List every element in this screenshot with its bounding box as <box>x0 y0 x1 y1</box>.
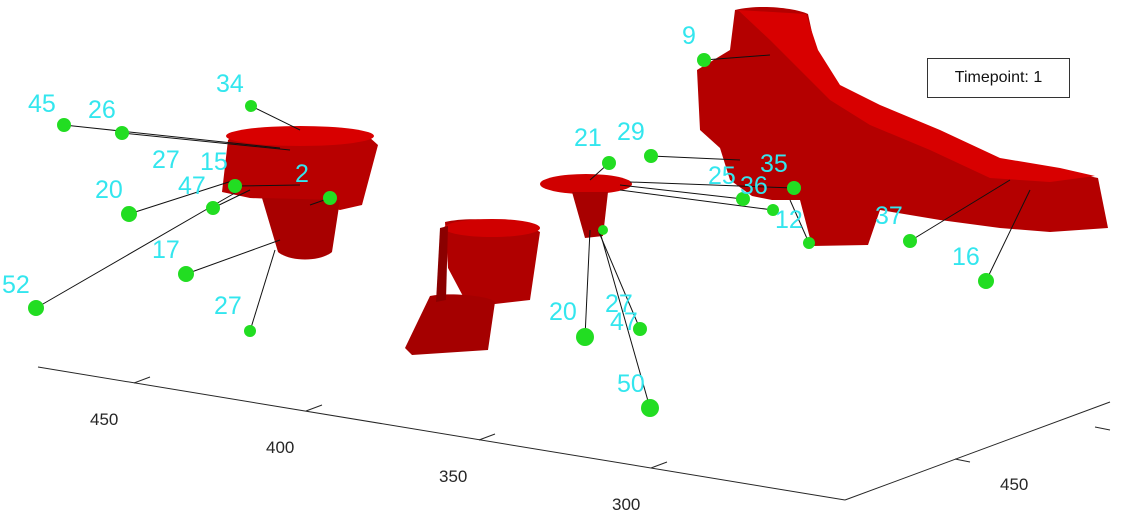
marker-dot <box>228 179 242 193</box>
marker-dot <box>641 399 659 417</box>
marker-dot <box>57 118 71 132</box>
marker-dot <box>736 192 750 206</box>
tick-mark <box>1094 426 1111 431</box>
surface-right-top <box>738 10 1095 182</box>
surface-mid-left-lower <box>405 294 495 355</box>
surface-left-upper <box>222 128 378 210</box>
marker-dot <box>767 204 779 216</box>
marker-label: 45 <box>28 90 56 118</box>
marker-dot <box>245 100 257 112</box>
marker-dot <box>28 300 44 316</box>
surface-mid-left-upper <box>445 219 540 304</box>
marker-label: 20 <box>549 298 577 326</box>
marker-label: 26 <box>88 96 116 124</box>
tick-label: 450 <box>90 410 118 429</box>
marker-dot <box>576 328 594 346</box>
marker-label: 34 <box>216 70 244 98</box>
timepoint-value: 1 <box>1033 69 1043 86</box>
tick-label: 350 <box>439 467 467 486</box>
marker-dot <box>115 126 129 140</box>
tick-mark <box>954 458 971 463</box>
marker-label: 27 <box>605 290 633 318</box>
tick-labels: 450 400 350 300 450 <box>90 410 1028 514</box>
surface-mid-funnel <box>572 192 608 238</box>
right-axis-line <box>844 401 1111 501</box>
marker-label: 35 <box>760 150 788 178</box>
marker-label: 21 <box>574 124 602 152</box>
surface-mid-left-top <box>444 219 540 237</box>
axes <box>37 366 1111 501</box>
marker-labels: 45 26 34 27 15 47 20 2 17 52 27 21 29 20… <box>2 22 980 398</box>
left-axis-line <box>37 366 846 501</box>
marker-label: 17 <box>152 236 180 264</box>
tick-mark <box>305 404 323 412</box>
marker-dot <box>644 149 658 163</box>
marker-dot <box>697 53 711 67</box>
tick-label: 300 <box>612 495 640 514</box>
marker-label: 52 <box>2 271 30 299</box>
marker-label: 27 <box>152 146 180 174</box>
marker-label: 47 <box>178 172 206 200</box>
marker-label: 50 <box>617 370 645 398</box>
surface-mid-top <box>540 174 632 194</box>
marker-dot <box>903 234 917 248</box>
marker-label: 25 <box>708 162 736 190</box>
marker-label: 16 <box>952 243 980 271</box>
marker-label: 27 <box>214 292 242 320</box>
surface-left-lower <box>262 198 340 260</box>
marker-dot <box>323 191 337 205</box>
surface-mid-left-side <box>436 226 448 302</box>
marker-dot <box>121 206 137 222</box>
marker-dot <box>598 225 608 235</box>
marker-dot <box>633 322 647 336</box>
tick-label: 400 <box>266 438 294 457</box>
marker-label: 12 <box>775 206 803 234</box>
marker-label: 2 <box>295 160 309 188</box>
tick-mark <box>650 461 668 469</box>
marker-dot <box>244 325 256 337</box>
timepoint-box: Timepoint: 1 <box>927 58 1070 98</box>
marker-dot <box>178 266 194 282</box>
tick-mark <box>478 433 496 441</box>
marker-label: 47 <box>610 308 638 336</box>
marker-dot <box>602 156 616 170</box>
markers <box>28 53 994 417</box>
marker-label: 36 <box>740 172 768 200</box>
marker-label: 9 <box>682 22 696 50</box>
tick-mark <box>133 376 151 384</box>
timepoint-label: Timepoint: <box>954 69 1029 86</box>
marker-dot <box>803 237 815 249</box>
marker-label: 20 <box>95 176 123 204</box>
marker-dot <box>787 181 801 195</box>
marker-label: 29 <box>617 118 645 146</box>
marker-label: 15 <box>200 148 228 176</box>
marker-dot <box>206 201 220 215</box>
connector-lines <box>35 54 1031 409</box>
surface-left-top <box>226 126 374 146</box>
tick-label: 450 <box>1000 475 1028 494</box>
marker-label: 37 <box>875 202 903 230</box>
marker-dot <box>978 273 994 289</box>
